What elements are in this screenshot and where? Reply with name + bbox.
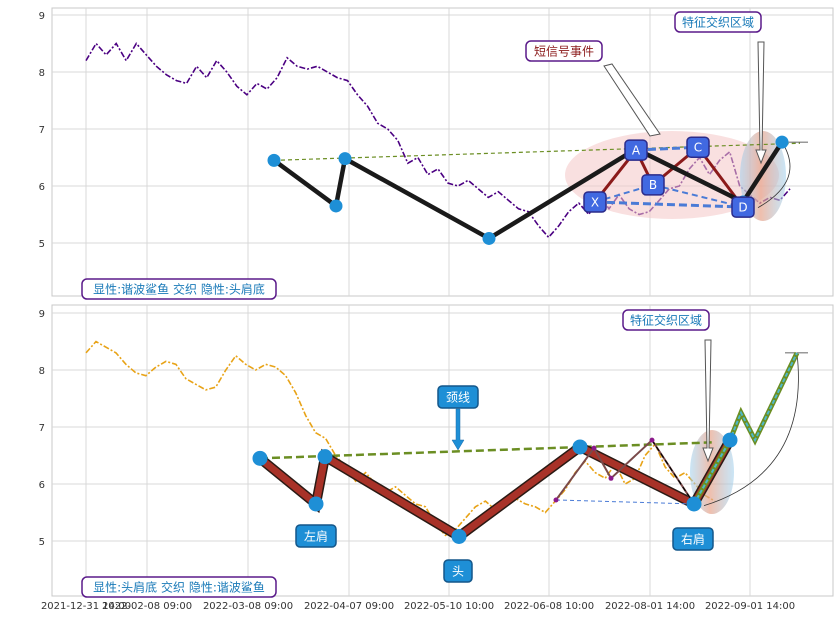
bottom-hidden-harmonic-point bbox=[649, 437, 655, 443]
xabcd-bd-line bbox=[652, 183, 744, 209]
right-shoulder-label: 右肩 bbox=[681, 531, 705, 546]
bottom-hidden-harmonic-point bbox=[608, 475, 614, 481]
top-y-tick-label: 7 bbox=[39, 125, 45, 136]
xabcd-zone bbox=[565, 131, 779, 219]
top-pattern-point bbox=[775, 135, 789, 149]
xabcd-point-label-c-box bbox=[686, 136, 710, 158]
top-caption: 显性:谐波鲨鱼 交织 隐性:头肩底 bbox=[93, 281, 265, 296]
xabcd-point-label-b-box bbox=[641, 174, 665, 196]
head-label-box bbox=[443, 559, 473, 583]
xabcd-point-label-a-box bbox=[624, 139, 648, 161]
left-shoulder-label: 左肩 bbox=[304, 528, 328, 543]
top-cross-zone-label-box bbox=[674, 11, 762, 33]
bottom-pattern-point bbox=[572, 439, 588, 455]
xabcd-point-label-a: A bbox=[632, 143, 641, 157]
left-shoulder-label-box bbox=[295, 524, 337, 548]
xabcd-xd-line bbox=[594, 200, 744, 209]
bottom-y-tick-label: 8 bbox=[39, 366, 45, 377]
bottom-pattern-point bbox=[317, 449, 333, 465]
neckline-label-box bbox=[437, 385, 479, 409]
neckline-label: 颈线 bbox=[446, 390, 470, 404]
bottom-cross-zone-label: 特征交织区域 bbox=[630, 312, 702, 327]
top-caption-box bbox=[81, 278, 277, 300]
top-y-tick-label: 9 bbox=[39, 11, 45, 22]
xabcd-point-label-x: X bbox=[591, 195, 599, 209]
bottom-pattern-point bbox=[722, 432, 738, 448]
head-label: 头 bbox=[452, 564, 464, 578]
top-pattern-point bbox=[338, 152, 352, 166]
xabcd-point-label-d-box bbox=[731, 196, 755, 218]
bottom-hidden-cd-line bbox=[651, 439, 695, 505]
bottom-pattern-point bbox=[686, 496, 702, 512]
top-neckline bbox=[273, 142, 801, 161]
top-projection-arc bbox=[757, 141, 791, 209]
bottom-pattern-point bbox=[451, 528, 467, 544]
bottom-caption: 显性:头肩底 交织 隐性:谐波鲨鱼 bbox=[93, 579, 265, 594]
neckline-arrow bbox=[451, 408, 465, 451]
top-pattern-point bbox=[329, 199, 343, 213]
bottom-cross-zone-label-box bbox=[622, 309, 710, 331]
xabcd-point-label-x-box bbox=[583, 191, 607, 213]
bottom-hidden-harmonic-point bbox=[553, 497, 559, 503]
top-y-tick-label: 6 bbox=[39, 182, 45, 193]
x-tick-label: 2022-04-07 09:00 bbox=[304, 601, 394, 612]
bottom-pattern-point bbox=[308, 496, 324, 512]
bottom-cross-zone-arrow bbox=[702, 339, 714, 463]
bottom-y-tick-label: 5 bbox=[39, 537, 45, 548]
x-tick-label: 2022-08-01 14:00 bbox=[605, 601, 695, 612]
short-signal-arrow bbox=[603, 63, 661, 137]
bottom-y-tick-label: 7 bbox=[39, 423, 45, 434]
xabcd-point-label-d: D bbox=[738, 200, 747, 214]
right-shoulder-label-box bbox=[672, 527, 714, 551]
x-tick-label: 2022-06-08 10:00 bbox=[504, 601, 594, 612]
top-cross-zone-arrow bbox=[755, 41, 767, 165]
top-y-tick-label: 8 bbox=[39, 68, 45, 79]
top-y-tick-label: 5 bbox=[39, 239, 45, 250]
bottom-hidden-harmonic-point bbox=[591, 445, 597, 451]
top-pattern-point bbox=[267, 153, 281, 167]
bottom-caption-box bbox=[81, 576, 277, 598]
bottom-hidden-xd-line bbox=[555, 499, 695, 505]
x-tick-label: 2022-05-10 10:00 bbox=[404, 601, 494, 612]
xabcd-point-label-c: C bbox=[694, 141, 702, 155]
xabcd-point-label-b: B bbox=[649, 178, 657, 192]
bottom-neckline bbox=[259, 441, 713, 460]
bottom-projection-arc bbox=[703, 352, 799, 507]
top-pattern-point bbox=[482, 231, 496, 245]
bottom-pattern-point bbox=[252, 450, 268, 466]
bottom-projection-line bbox=[693, 352, 798, 505]
short-signal-label: 短信号事件 bbox=[534, 44, 594, 58]
bottom-price-line bbox=[85, 340, 716, 537]
x-tick-label: 2022-03-08 09:00 bbox=[203, 601, 293, 612]
x-tick-label: 2022-02-08 09:00 bbox=[102, 601, 192, 612]
bottom-y-tick-label: 6 bbox=[39, 480, 45, 491]
short-signal-label-box bbox=[525, 40, 603, 62]
top-cross-zone-label: 特征交织区域 bbox=[682, 14, 754, 29]
bottom-y-tick-label: 9 bbox=[39, 309, 45, 320]
x-tick-label: 2022-09-01 14:00 bbox=[705, 601, 795, 612]
x-tick-label: 2021-12-31 14:00 bbox=[41, 601, 131, 612]
